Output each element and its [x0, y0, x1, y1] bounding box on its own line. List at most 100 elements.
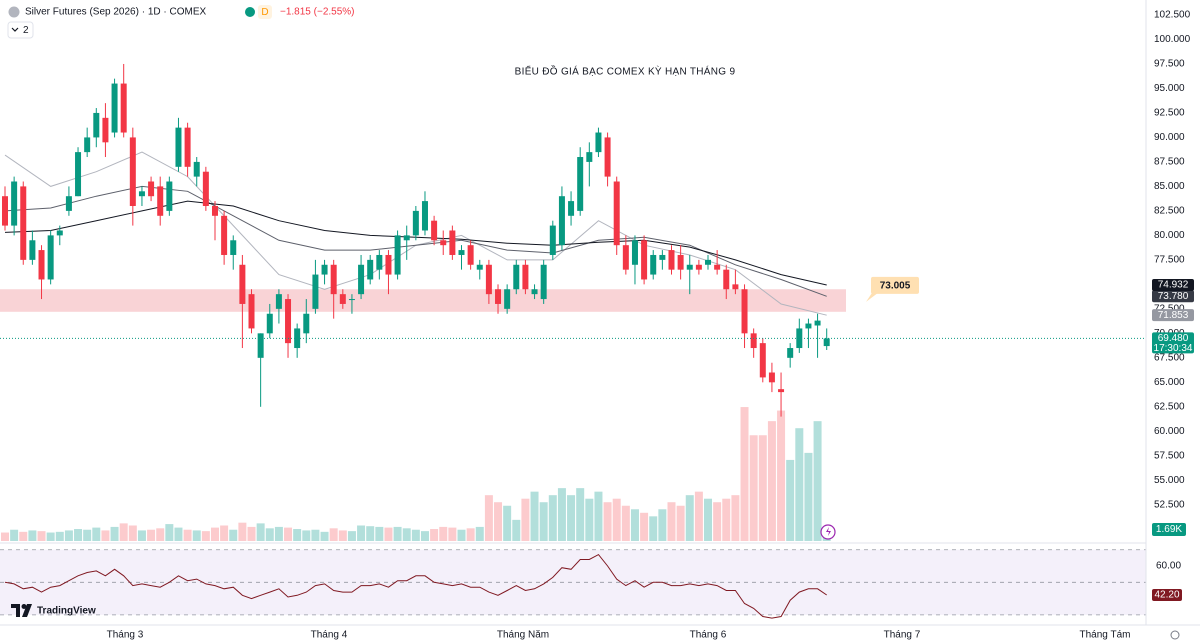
candle-body [631, 240, 638, 265]
volume-bar [795, 428, 804, 541]
volume-bar [457, 529, 466, 541]
symbol-icon [8, 6, 20, 18]
y-tick-label: 72.500 [1154, 303, 1185, 314]
volume-bar [594, 491, 603, 541]
indicator-count[interactable]: 2 [23, 25, 29, 36]
candle-body [111, 83, 118, 133]
y-tick-label: 55.000 [1154, 475, 1185, 486]
candle-body [449, 230, 456, 255]
volume-bar [576, 488, 585, 541]
volume-bar [402, 528, 411, 541]
y-tick-label: 92.500 [1154, 108, 1185, 119]
candle-body [568, 201, 575, 216]
brand-logo [11, 604, 32, 617]
volume-bar [238, 522, 247, 541]
candle-body [184, 127, 191, 167]
volume-bar [676, 505, 685, 541]
volume-bar [630, 509, 639, 541]
y-tick-label: 77.500 [1154, 255, 1185, 266]
candle-body [93, 112, 100, 138]
candle-body [166, 181, 173, 211]
volume-bar [183, 529, 192, 541]
volume-bar [128, 525, 137, 541]
x-tick-label: Tháng Năm [497, 630, 549, 641]
zone [0, 289, 846, 312]
brand-name: TradingView [37, 606, 96, 617]
y-tick-label: 57.500 [1154, 450, 1185, 461]
volume-bar [366, 526, 375, 541]
logo-shape [22, 604, 32, 617]
candle-body [193, 161, 200, 177]
y-tick-label: 97.500 [1154, 59, 1185, 70]
volume-bar [722, 498, 731, 541]
volume-bar [557, 488, 566, 541]
settings-icon[interactable] [1170, 630, 1180, 640]
logo-dot [21, 604, 27, 609]
volume-bar [448, 527, 457, 541]
rsi-label: 42.20 [1154, 590, 1179, 601]
volume-bar [521, 498, 530, 541]
volume-bar [658, 509, 667, 541]
candle-body [257, 333, 264, 358]
candle-body [348, 299, 355, 301]
indicator-toggle[interactable] [7, 21, 34, 39]
y-tick-label: 82.500 [1154, 206, 1185, 217]
candle-body [102, 117, 109, 143]
candle-body [239, 264, 246, 304]
volume-bar [430, 529, 439, 541]
volume-bar [64, 530, 73, 541]
axis-layer: 102.500 100.000 97.500 95.000 92.500 90.000 87… [0, 10, 1194, 641]
volume-bar [229, 529, 238, 541]
y-tick-label: 52.500 [1154, 499, 1185, 510]
candle-body [504, 289, 511, 309]
volume-label-bg [1152, 523, 1186, 536]
candle-body [732, 284, 739, 290]
candle-body [778, 389, 785, 393]
candle-body [275, 294, 282, 309]
candle-body [586, 152, 593, 162]
candle-body [221, 215, 228, 255]
candle-body [768, 372, 775, 383]
volume-bar [813, 421, 822, 541]
y-tick-label: 85.000 [1154, 181, 1185, 192]
volume-bar [119, 523, 128, 541]
candle-body [805, 323, 812, 329]
volume-bar [612, 498, 621, 541]
volume-bar [37, 531, 46, 541]
volume-bar [101, 530, 110, 541]
volume-bar [420, 531, 429, 541]
volume-bar [165, 524, 174, 541]
y-tick-label: 95.000 [1154, 83, 1185, 94]
candle-body [412, 210, 419, 236]
candle-body [75, 152, 82, 197]
candle-body [29, 240, 36, 260]
volume-bar [603, 502, 612, 541]
volume-bar [284, 527, 293, 541]
volume-bar [777, 410, 786, 541]
volume-bar [667, 502, 676, 541]
volume-bar [804, 452, 813, 541]
volume-bar [338, 530, 347, 541]
candle-body [303, 313, 310, 334]
volume-bar [220, 525, 229, 541]
rsi-line [4, 553, 827, 619]
annotation-box [871, 276, 919, 294]
candle-body [814, 320, 821, 326]
x-tick-label: Tháng 6 [690, 630, 727, 641]
candle-body [376, 254, 383, 270]
volume-bar [704, 498, 713, 541]
volume-bar [548, 495, 557, 541]
candle-body [120, 83, 127, 133]
price-label-time: 17:30:34 [1154, 343, 1193, 354]
candle-body [650, 254, 657, 275]
volume-bar [147, 529, 156, 541]
candle-body [175, 127, 182, 167]
candle-body [339, 294, 346, 304]
volume-bar [484, 495, 493, 541]
y-tick-label: 65.000 [1154, 377, 1185, 388]
volume-bar [694, 491, 703, 541]
volume-bar [74, 529, 83, 541]
volume-bar [174, 527, 183, 541]
candle-body [11, 181, 18, 226]
